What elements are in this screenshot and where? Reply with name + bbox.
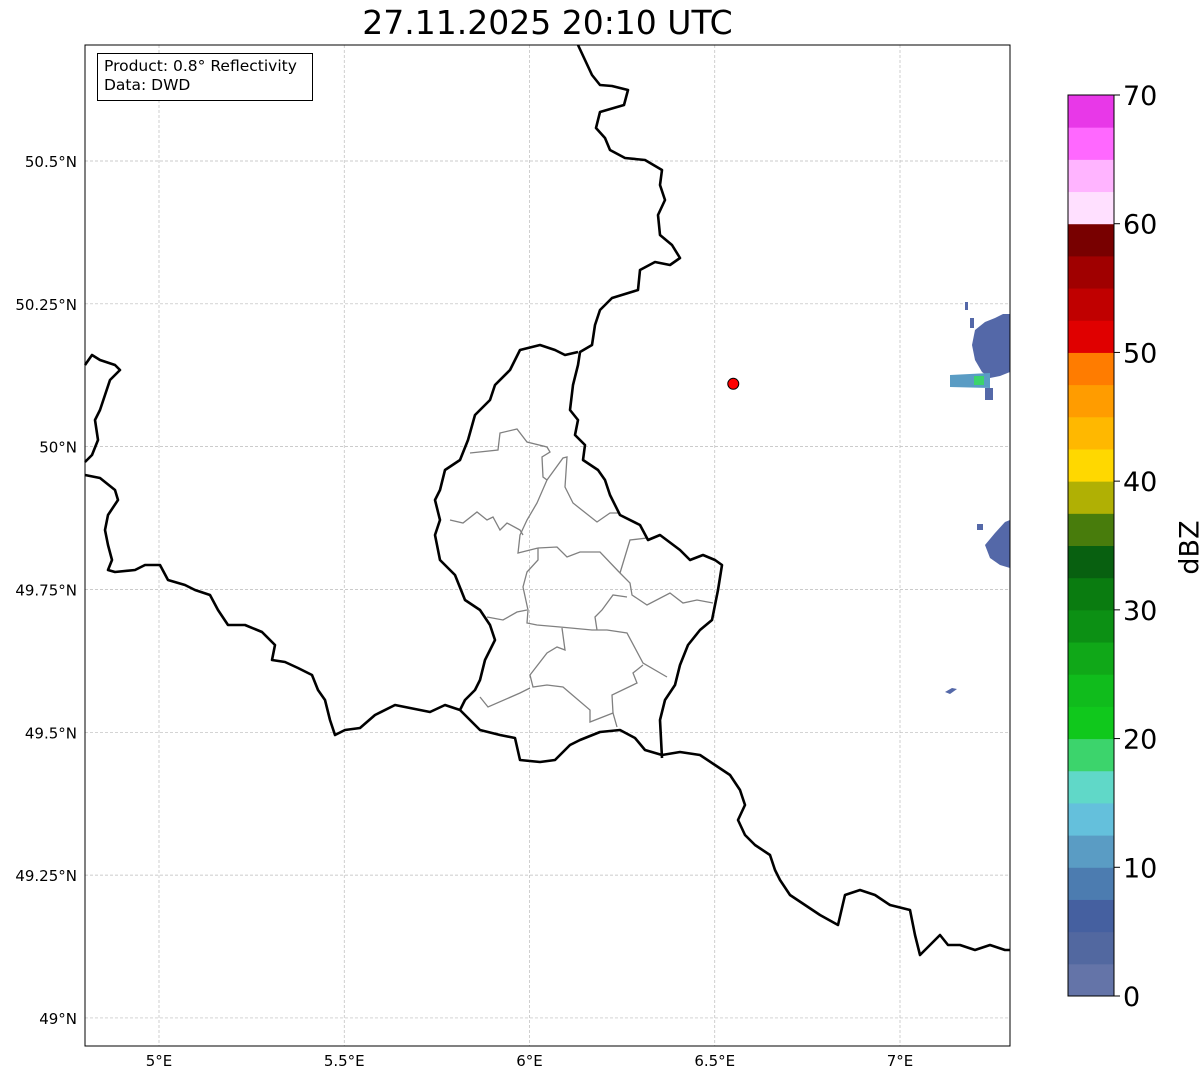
colorbar-band bbox=[1068, 384, 1114, 418]
lon-tick-label: 5°E bbox=[146, 1052, 173, 1070]
colorbar-band bbox=[1068, 770, 1114, 804]
lat-tick-label: 49.75°N bbox=[15, 581, 77, 599]
echo-fragment bbox=[965, 302, 968, 310]
canton-borders bbox=[449, 428, 714, 728]
radar-site-marker[interactable] bbox=[727, 377, 740, 390]
lat-tick-label: 50.25°N bbox=[15, 296, 77, 314]
border-france-germany bbox=[661, 750, 1010, 957]
colorbar-band bbox=[1068, 963, 1114, 997]
echo-cell-east bbox=[985, 520, 1010, 568]
colorbar-band bbox=[1068, 159, 1114, 193]
country-borders bbox=[83, 44, 1010, 957]
axis-ticks: 5°E 5.5°E 6°E 6.5°E 7°E 50.5°N 50.25°N 50°N 49.7… bbox=[15, 153, 913, 1070]
echo-cell-north bbox=[972, 314, 1010, 378]
border-belgium-france bbox=[84, 473, 461, 737]
colorbar-tick-label: 70 bbox=[1123, 81, 1157, 112]
colorbar-band bbox=[1068, 191, 1114, 225]
colorbar-band bbox=[1068, 223, 1114, 257]
colorbar-band bbox=[1068, 899, 1114, 933]
colorbar-band bbox=[1068, 867, 1114, 900]
colorbar-tick-label: 60 bbox=[1123, 210, 1157, 241]
colorbar-tick-label: 30 bbox=[1123, 596, 1157, 627]
colorbar-band bbox=[1068, 416, 1114, 450]
colorbar-tick-label: 50 bbox=[1123, 338, 1157, 369]
colorbar-frame bbox=[1067, 94, 1115, 997]
border-germany-west bbox=[568, 44, 724, 759]
lat-tick-label: 49°N bbox=[39, 1010, 77, 1028]
colorbar-tick-label: 40 bbox=[1123, 467, 1157, 498]
colorbar-band bbox=[1068, 738, 1114, 772]
colorbar-tick-label: 20 bbox=[1123, 725, 1157, 756]
colorbar-band bbox=[1068, 545, 1114, 579]
colorbar-band bbox=[1068, 288, 1114, 321]
data-source-label: Data: DWD bbox=[104, 76, 191, 94]
colorbar-band bbox=[1068, 513, 1114, 546]
colorbar-band bbox=[1068, 642, 1114, 675]
border-luxembourg-belgium bbox=[433, 343, 579, 711]
colorbar-band bbox=[1068, 577, 1114, 611]
colorbar-band bbox=[1068, 835, 1114, 868]
border-luxembourg-france bbox=[459, 709, 663, 764]
map-frame bbox=[84, 44, 1011, 1047]
colorbar-band bbox=[1068, 127, 1114, 160]
lat-tick-label: 49.5°N bbox=[25, 724, 77, 742]
colorbar-band bbox=[1068, 706, 1114, 740]
echo-core bbox=[974, 376, 984, 385]
colorbar: 0 10 20 30 40 50 60 70 bbox=[1067, 81, 1157, 1013]
echo-fragment bbox=[985, 388, 993, 400]
colorbar-label: dBZ bbox=[1174, 520, 1202, 575]
echo-fragment bbox=[977, 524, 983, 530]
colorbar-band bbox=[1068, 352, 1114, 386]
product-label: Product: 0.8° Reflectivity bbox=[104, 57, 297, 75]
echo-fragment bbox=[970, 318, 974, 328]
colorbar-band bbox=[1068, 481, 1114, 514]
colorbar-band bbox=[1068, 320, 1114, 353]
colorbar-band bbox=[1068, 802, 1114, 836]
lon-tick-label: 6°E bbox=[516, 1052, 543, 1070]
colorbar-tick-label: 0 bbox=[1123, 982, 1140, 1013]
colorbar-band bbox=[1068, 448, 1114, 482]
border-givet bbox=[83, 353, 122, 463]
lon-tick-label: 5.5°E bbox=[324, 1052, 365, 1070]
colorbar-band bbox=[1068, 95, 1114, 128]
lat-tick-label: 50°N bbox=[39, 439, 77, 457]
colorbar-band bbox=[1068, 255, 1114, 289]
echo-cell-south bbox=[945, 688, 957, 694]
lon-tick-label: 6.5°E bbox=[694, 1052, 735, 1070]
colorbar-tick-label: 10 bbox=[1123, 853, 1157, 884]
lon-tick-label: 7°E bbox=[887, 1052, 914, 1070]
colorbar-band bbox=[1068, 931, 1114, 965]
lat-tick-label: 50.5°N bbox=[25, 153, 77, 171]
gridlines bbox=[85, 45, 1010, 1046]
lat-tick-label: 49.25°N bbox=[15, 867, 77, 885]
colorbar-band bbox=[1068, 609, 1114, 643]
info-box: Product: 0.8° Reflectivity Data: DWD bbox=[97, 53, 313, 101]
radar-echoes bbox=[945, 302, 1010, 694]
colorbar-band bbox=[1068, 674, 1114, 707]
map-title: 27.11.2025 20:10 UTC bbox=[362, 3, 733, 42]
